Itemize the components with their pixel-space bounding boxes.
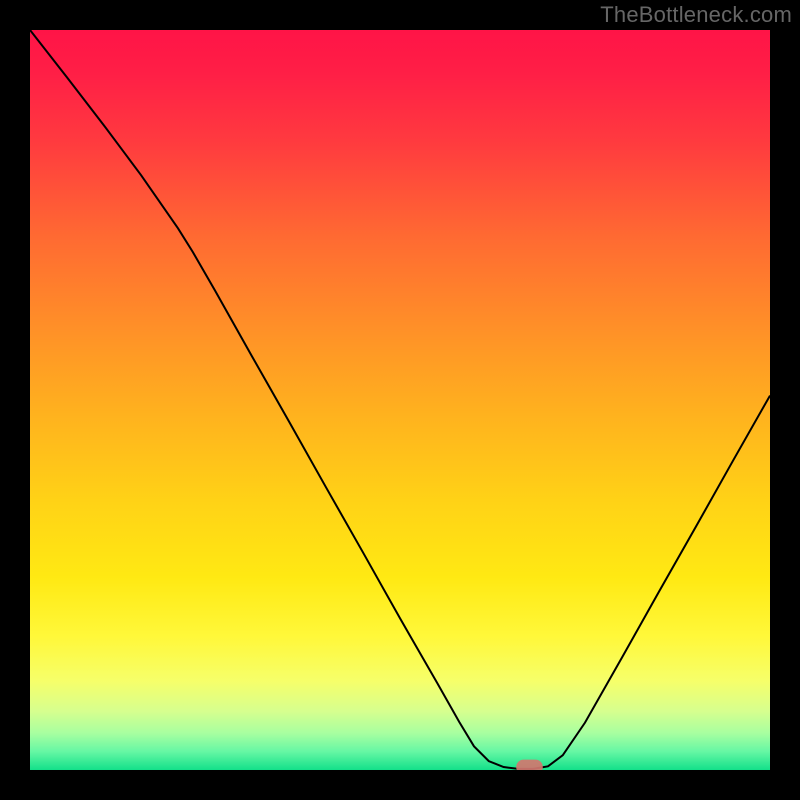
bottleneck-curve-plot: [0, 0, 800, 800]
gradient-background: [30, 30, 770, 770]
chart-container: TheBottleneck.com: [0, 0, 800, 800]
minimum-marker: [516, 760, 543, 775]
